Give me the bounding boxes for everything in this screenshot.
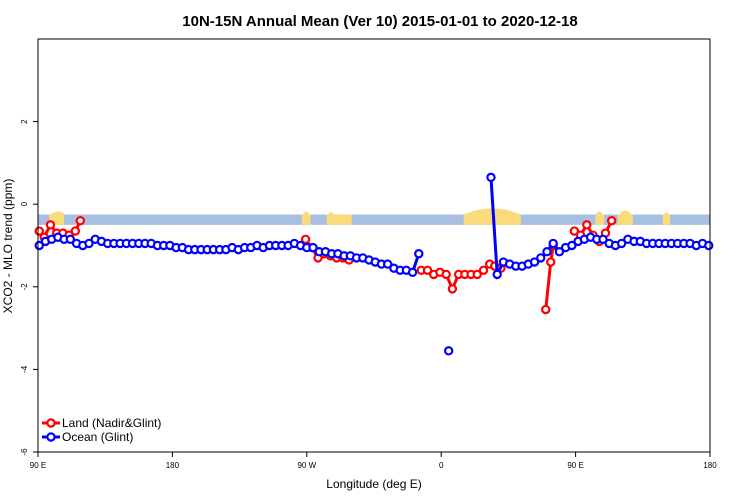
legend-item-ocean: Ocean (Glint) bbox=[42, 430, 133, 444]
data-point bbox=[492, 269, 502, 280]
legend-swatch-marker bbox=[46, 418, 56, 428]
data-point bbox=[84, 238, 94, 249]
land-bump bbox=[50, 211, 66, 215]
legend-label: Land (Nadir&Glint) bbox=[62, 416, 161, 430]
y-axis: -6 -4 -2 0 2 bbox=[20, 119, 38, 456]
land-bump bbox=[303, 211, 310, 215]
land-bump bbox=[663, 212, 669, 215]
data-point bbox=[569, 226, 580, 236]
data-point bbox=[422, 265, 433, 275]
data-point bbox=[34, 240, 44, 251]
x-axis-label: Longitude (deg E) bbox=[326, 477, 421, 491]
x-tick-label: 90 E bbox=[30, 461, 46, 470]
legend: Land (Nadir&Glint)Ocean (Glint) bbox=[42, 416, 161, 444]
land-bump bbox=[619, 210, 632, 215]
ocean-band bbox=[38, 214, 710, 225]
data-point bbox=[414, 249, 424, 259]
land-band-segment bbox=[617, 214, 633, 225]
data-point bbox=[441, 269, 451, 280]
x-tick-label: 0 bbox=[439, 461, 444, 470]
legend-item-land: Land (Nadir&Glint) bbox=[42, 416, 161, 430]
data-point bbox=[606, 216, 617, 226]
y-tick-label: -6 bbox=[20, 448, 29, 456]
land-bump bbox=[327, 212, 335, 215]
y-tick-label: -4 bbox=[20, 365, 29, 373]
x-tick-label: 180 bbox=[166, 461, 180, 470]
data-point bbox=[542, 246, 552, 257]
data-point bbox=[704, 240, 714, 251]
data-point bbox=[567, 240, 577, 251]
data-point bbox=[554, 246, 565, 257]
y-tick-label: 2 bbox=[20, 119, 29, 124]
data-point bbox=[407, 267, 418, 278]
data-point bbox=[546, 257, 556, 267]
data-point bbox=[34, 226, 44, 236]
land-band-segment bbox=[301, 214, 311, 225]
series-line bbox=[489, 177, 710, 281]
data-point bbox=[529, 257, 540, 267]
data-point bbox=[598, 234, 608, 245]
data-point bbox=[308, 242, 318, 253]
data-point bbox=[582, 220, 592, 230]
data-point bbox=[486, 172, 496, 183]
plot-frame bbox=[37, 38, 711, 453]
data-point bbox=[300, 234, 311, 245]
data-point bbox=[478, 265, 489, 275]
data-point bbox=[45, 220, 56, 230]
data-point bbox=[65, 234, 76, 245]
y-axis-label: XCO2 - MLO trend (ppm) bbox=[1, 179, 15, 314]
x-tick-label: 90 E bbox=[567, 461, 583, 470]
x-axis: 90 E 180 90 W 0 90 E 180 bbox=[30, 452, 717, 470]
data-point bbox=[447, 284, 458, 294]
data-point bbox=[548, 238, 558, 249]
land-bump bbox=[595, 211, 603, 215]
data-point bbox=[382, 259, 393, 269]
legend-swatch-marker bbox=[46, 432, 56, 442]
x-tick-label: 90 W bbox=[297, 461, 316, 470]
data-point bbox=[75, 216, 86, 226]
data-point bbox=[541, 304, 551, 315]
data-point bbox=[536, 253, 546, 263]
data-point bbox=[70, 226, 81, 236]
y-tick-label: -2 bbox=[20, 283, 29, 291]
series-ocean bbox=[34, 172, 714, 356]
data-point bbox=[616, 238, 627, 249]
legend-label: Ocean (Glint) bbox=[62, 430, 133, 444]
data-point bbox=[472, 269, 482, 280]
land-band-segment bbox=[595, 214, 605, 225]
data-point bbox=[443, 346, 454, 356]
land-band-segment bbox=[49, 214, 65, 225]
x-tick-label: 180 bbox=[703, 461, 717, 470]
land-band-segment bbox=[662, 214, 671, 225]
series-layer bbox=[34, 172, 714, 356]
land-band-segment bbox=[326, 214, 352, 225]
chart-title: 10N-15N Annual Mean (Ver 10) 2015-01-01 … bbox=[182, 13, 577, 30]
y-tick-label: 0 bbox=[20, 201, 29, 206]
